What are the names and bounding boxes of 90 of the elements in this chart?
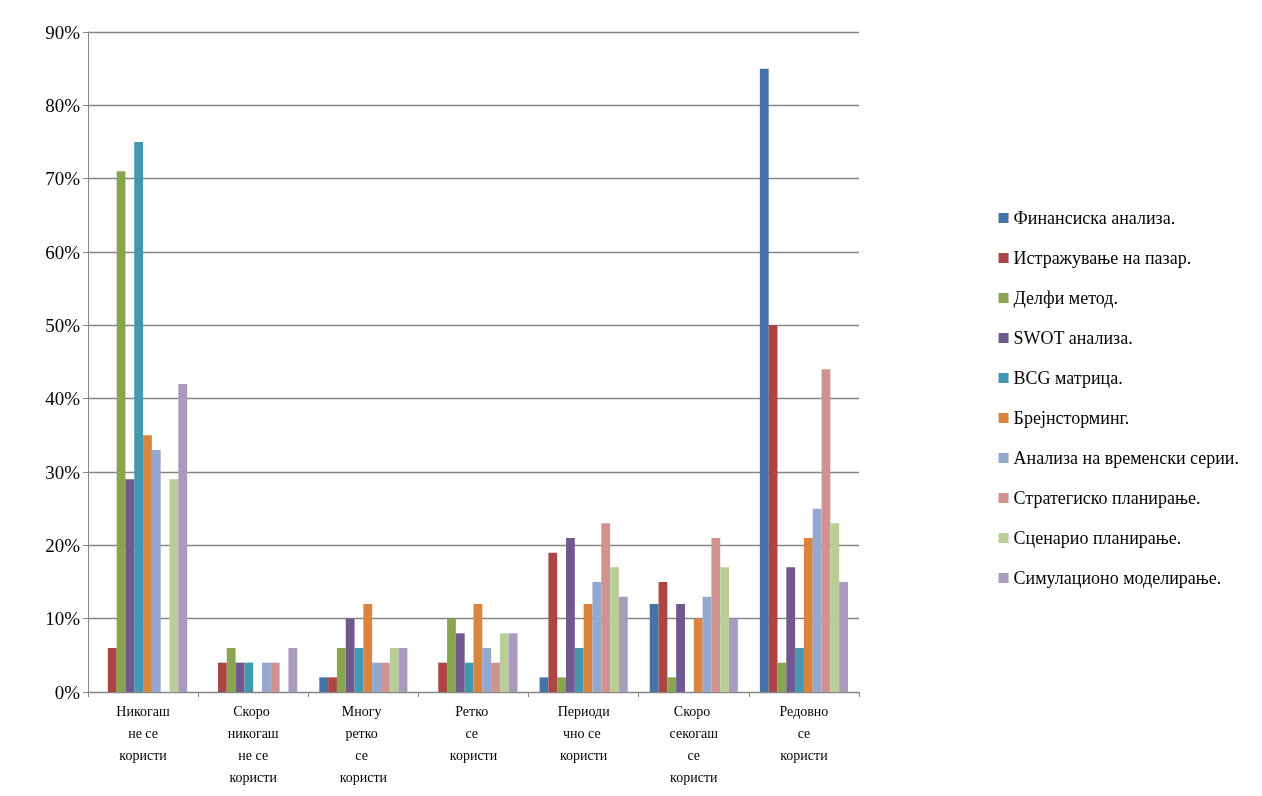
bar — [720, 567, 730, 692]
legend-label: Стратегиско планирање. — [1013, 488, 1201, 508]
bar — [557, 677, 567, 692]
x-tick-label: Никогаш не се користи — [116, 703, 170, 763]
bar — [380, 662, 390, 692]
y-tick-label: 20% — [45, 534, 81, 556]
legend-label: Анализа на временски серии. — [1013, 448, 1239, 468]
bar — [830, 523, 840, 692]
bar — [649, 604, 659, 692]
bar — [151, 450, 161, 692]
bar — [601, 523, 611, 692]
bar — [447, 618, 456, 692]
x-tick-label: Скоро секогаш се користи — [669, 703, 719, 785]
bar — [729, 618, 738, 692]
bar — [125, 479, 135, 692]
legend-label: Симулационо моделирање. — [1013, 568, 1222, 588]
bar — [618, 596, 628, 692]
bar — [711, 538, 721, 692]
bar — [786, 567, 796, 692]
bar — [336, 648, 346, 692]
bar — [328, 677, 337, 692]
bar — [217, 662, 227, 692]
bar — [116, 171, 126, 692]
bar — [658, 582, 668, 692]
bar — [226, 648, 236, 692]
y-tick-label: 70% — [45, 168, 81, 190]
bar — [107, 648, 117, 692]
bar — [676, 604, 685, 692]
bar — [438, 662, 448, 692]
legend-label: BCG матрица. — [1013, 368, 1123, 388]
x-tick-label: Периодично се користи — [557, 703, 611, 763]
legend-label: Сценарио планирање. — [1013, 528, 1182, 548]
bar — [610, 567, 619, 692]
bar — [482, 648, 492, 692]
bar — [574, 648, 584, 692]
bar — [795, 648, 804, 692]
bar — [169, 479, 179, 692]
x-tick-label: Ретко се користи — [449, 703, 498, 763]
bar — [288, 648, 298, 692]
bar — [777, 662, 787, 692]
bar — [583, 604, 593, 692]
bar — [235, 662, 245, 692]
bar — [499, 633, 509, 692]
bar — [667, 677, 677, 692]
bar — [398, 648, 408, 692]
legend-label: Брејнсторминг. — [1013, 408, 1130, 428]
bar — [803, 538, 813, 692]
bar — [244, 662, 254, 692]
bar — [363, 604, 373, 692]
bar — [592, 582, 602, 692]
y-tick-label: 60% — [45, 241, 81, 263]
y-tick-label: 40% — [45, 388, 81, 410]
bar — [812, 508, 822, 692]
bar — [759, 68, 769, 692]
y-tick-label: 10% — [45, 608, 81, 630]
legend-label: Истражување на пазар. — [1013, 248, 1192, 268]
legend-label: Финансиска анализа. — [1013, 208, 1176, 228]
y-tick-label: 0% — [54, 681, 81, 703]
bar — [372, 662, 381, 692]
y-tick-label: 80% — [45, 94, 81, 116]
bar — [354, 648, 364, 692]
bar — [566, 538, 575, 692]
bar — [693, 618, 703, 692]
y-tick-label: 50% — [45, 314, 81, 336]
bar — [345, 618, 355, 692]
bar — [178, 384, 188, 692]
bar — [262, 662, 271, 692]
bar — [319, 677, 329, 692]
bar — [491, 662, 500, 692]
y-tick-label: 90% — [45, 21, 81, 43]
bar — [473, 604, 483, 692]
bar — [389, 648, 399, 692]
bar — [539, 677, 549, 692]
bar — [839, 582, 848, 692]
x-tick-label: Скоро никогаш не се користи — [227, 703, 279, 785]
bar — [702, 596, 712, 692]
bar — [508, 633, 518, 692]
legend-label: Делфи метод. — [1013, 288, 1118, 308]
bar — [143, 435, 152, 692]
bar — [768, 325, 778, 692]
bar — [821, 369, 831, 692]
bar — [464, 662, 474, 692]
bar — [134, 142, 144, 692]
bar — [270, 662, 280, 692]
y-tick-label: 30% — [45, 461, 81, 483]
legend-label: SWOT анализа. — [1013, 328, 1133, 348]
bar — [548, 552, 558, 692]
bar — [455, 633, 465, 692]
x-tick-label: Многу ретко се користи — [339, 703, 388, 785]
x-tick-label: Редовно се користи — [779, 703, 829, 763]
